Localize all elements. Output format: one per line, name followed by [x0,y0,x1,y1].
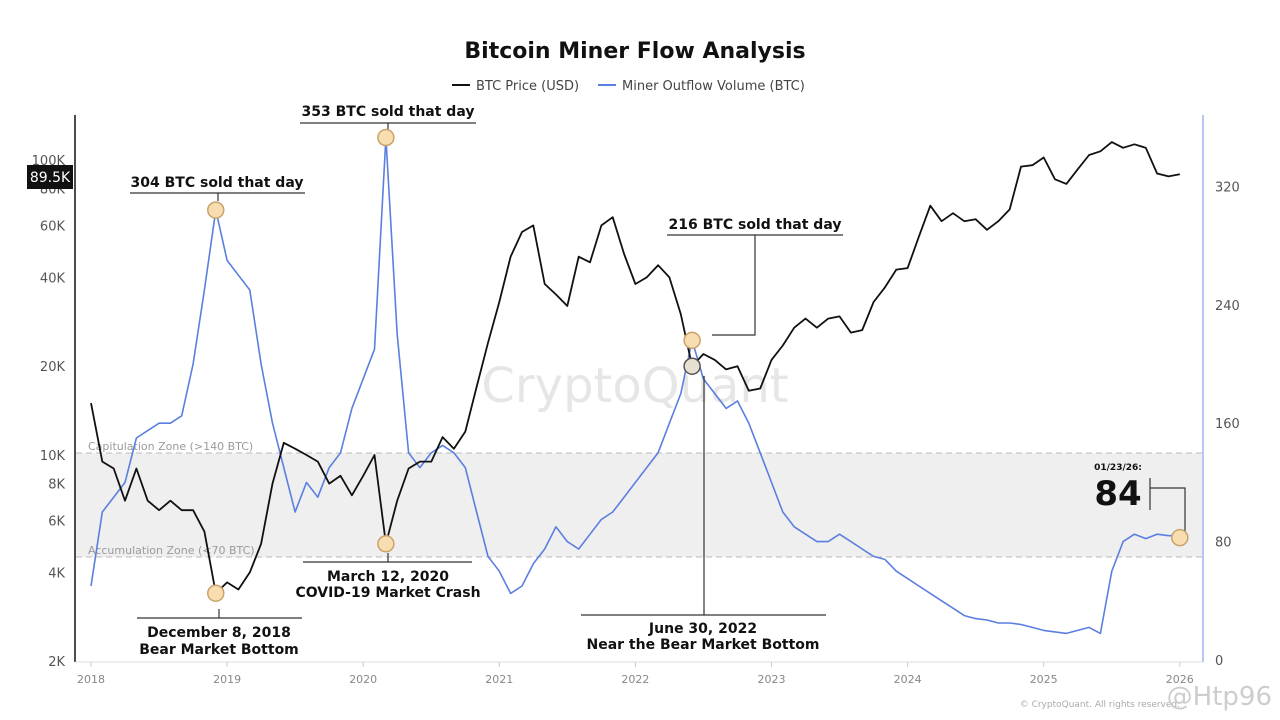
marker-latest [1171,528,1189,547]
right-ticks: 0 80 160 240 320 [1215,180,1240,669]
footer-copyright: © CryptoQuant. All rights reserved. [1020,700,1180,710]
legend: BTC Price (USD) Miner Outflow Volume (BT… [452,79,805,94]
annotation-lines [130,122,1186,619]
marker-mar2020-price [377,535,395,553]
x-tick-label: 2024 [894,673,922,686]
left-tick-label: 4K [48,566,65,581]
annotation-jun2022-date: June 30, 2022 [648,621,757,637]
marker-dec2018-price [207,584,225,602]
zone-band [76,453,1202,557]
miner-outflow-line [90,136,1180,635]
marker-304 [207,201,225,219]
x-ticks: 2018 2019 2020 2021 2022 2023 2024 2025 2026 [77,662,1194,686]
capitulation-zone-label: Capitulation Zone (>140 BTC) [88,440,253,453]
x-tick-label: 2020 [349,673,377,686]
left-tick-label: 40K [40,271,66,286]
x-tick-label: 2019 [213,673,241,686]
left-tick-label: 8K [48,478,65,493]
price-tag-text: 89.5K [30,170,71,186]
annotation-dec2018-desc: Bear Market Bottom [139,642,299,658]
x-tick-label: 2026 [1166,673,1194,686]
left-tick-label: 6K [48,514,65,529]
right-tick-label: 320 [1215,180,1240,195]
x-tick-label: 2018 [77,673,105,686]
left-tick-label: 60K [40,219,66,234]
right-tick-label: 240 [1215,299,1240,314]
latest-date: 01/23/26: [1094,463,1142,473]
left-tick-label: 20K [40,360,66,375]
right-tick-label: 80 [1215,536,1232,551]
accumulation-zone-label: Accumulation Zone (<70 BTC) [88,544,255,557]
right-tick-label: 0 [1215,654,1223,669]
marker-jun2022-price [683,357,701,375]
overlay-watermark: @Htp96 [1167,682,1272,712]
x-tick-label: 2021 [485,673,513,686]
annotation-dec2018-date: December 8, 2018 [147,625,291,641]
left-tick-label: 10K [40,449,66,464]
annotation-353: 353 BTC sold that day [302,104,475,120]
marker-216 [683,331,701,350]
annotation-mar2020-desc: COVID-19 Market Crash [295,585,480,601]
watermark: CryptoQuant [481,358,788,414]
annotation-jun2022-desc: Near the Bear Market Bottom [586,637,819,653]
chart-title: Bitcoin Miner Flow Analysis [464,39,805,64]
left-tick-label: 2K [48,655,65,670]
x-tick-label: 2022 [621,673,649,686]
annotation-216: 216 BTC sold that day [669,217,842,233]
price-tag: 89.5K [27,165,73,189]
x-tick-label: 2025 [1030,673,1058,686]
annotation-304: 304 BTC sold that day [131,175,304,191]
legend-label-price: BTC Price (USD) [476,79,579,94]
marker-353 [377,128,395,147]
latest-value: 84 [1094,474,1141,514]
annotation-mar2020-date: March 12, 2020 [327,569,449,585]
btc-price-line [90,141,1180,595]
x-tick-label: 2023 [758,673,786,686]
right-tick-label: 160 [1215,417,1240,432]
legend-label-outflow: Miner Outflow Volume (BTC) [622,79,805,94]
